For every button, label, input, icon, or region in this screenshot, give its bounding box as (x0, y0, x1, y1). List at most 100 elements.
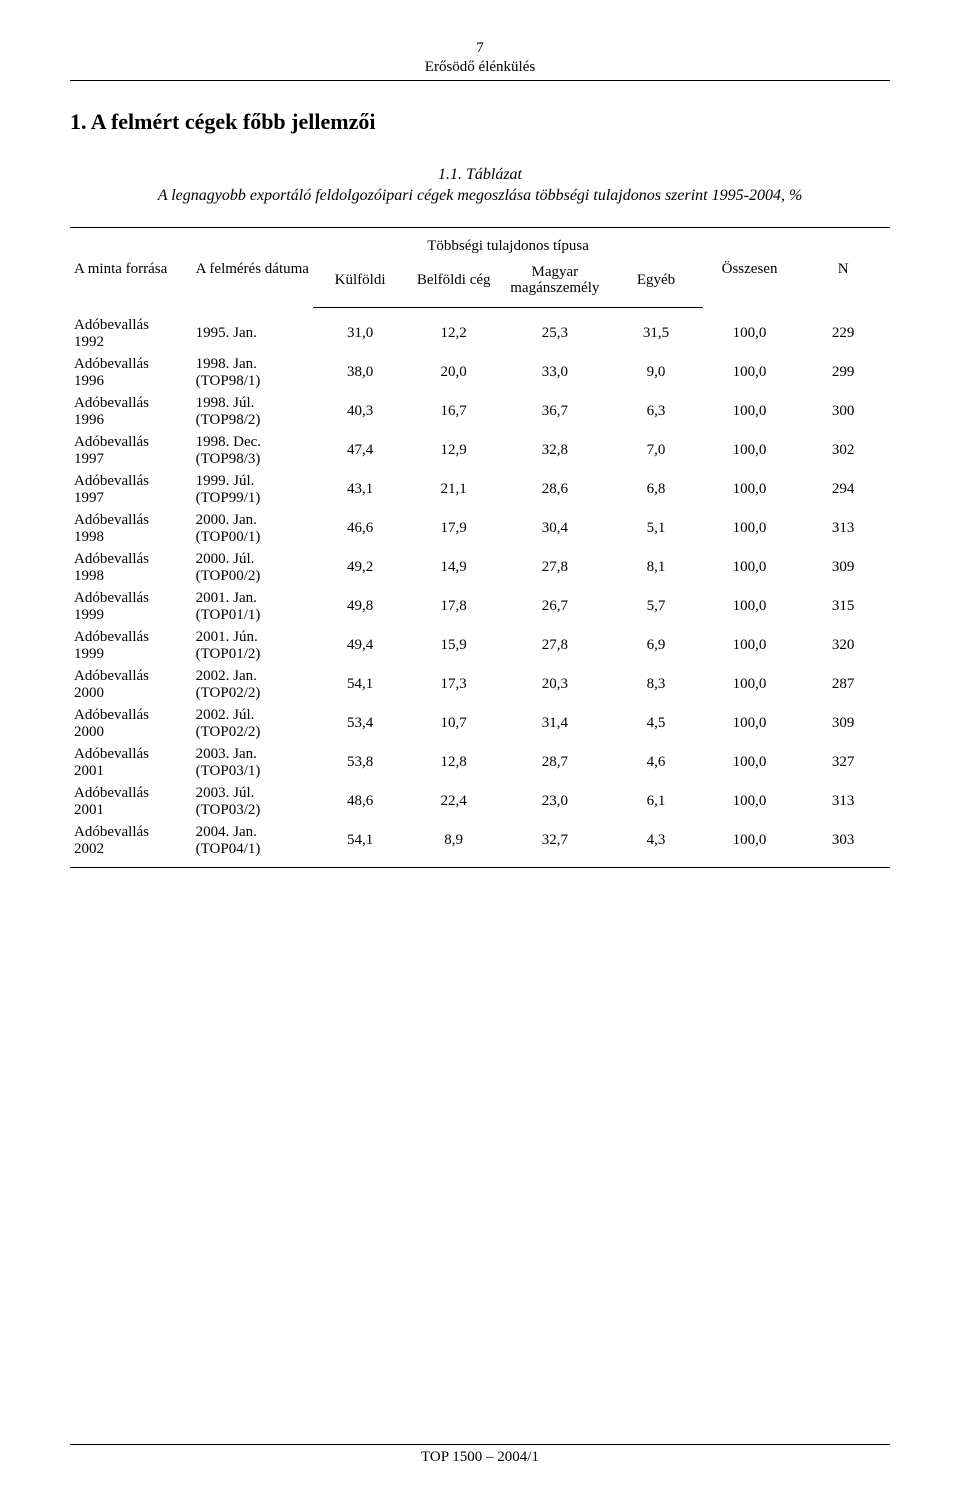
cell-foreign: 47,4 (313, 431, 407, 470)
cell-n: 229 (796, 307, 890, 353)
table-row: Adóbevallás19992001. Jún.(TOP01/2)49,415… (70, 626, 890, 665)
cell-date: 2000. Jan.(TOP00/1) (192, 509, 314, 548)
cell-domestic: 17,8 (407, 587, 501, 626)
cell-domestic: 22,4 (407, 782, 501, 821)
running-title: Erősödő élénkülés (70, 59, 890, 76)
cell-other: 4,5 (609, 704, 703, 743)
cell-domestic: 12,9 (407, 431, 501, 470)
col-header-total: Összesen (703, 227, 797, 307)
cell-date: 2000. Júl.(TOP00/2) (192, 548, 314, 587)
cell-hungarian: 27,8 (500, 626, 609, 665)
cell-domestic: 14,9 (407, 548, 501, 587)
cell-date: 2004. Jan.(TOP04/1) (192, 821, 314, 868)
cell-source: Adóbevallás1999 (70, 587, 192, 626)
cell-foreign: 49,2 (313, 548, 407, 587)
cell-foreign: 48,6 (313, 782, 407, 821)
footer-text: TOP 1500 – 2004/1 (421, 1449, 539, 1465)
cell-hungarian: 32,8 (500, 431, 609, 470)
table-row: Adóbevallás20002002. Júl.(TOP02/2)53,410… (70, 704, 890, 743)
cell-hungarian: 25,3 (500, 307, 609, 353)
cell-date: 1995. Jan. (192, 307, 314, 353)
cell-domestic: 21,1 (407, 470, 501, 509)
cell-foreign: 31,0 (313, 307, 407, 353)
cell-foreign: 43,1 (313, 470, 407, 509)
table-row: Adóbevallás20002002. Jan.(TOP02/2)54,117… (70, 665, 890, 704)
col-header-date: A felmérés dátuma (192, 227, 314, 307)
table-row: Adóbevallás19921995. Jan.31,012,225,331,… (70, 307, 890, 353)
cell-total: 100,0 (703, 548, 797, 587)
cell-date: 2003. Jan.(TOP03/1) (192, 743, 314, 782)
table-row: Adóbevallás20012003. Jan.(TOP03/1)53,812… (70, 743, 890, 782)
cell-total: 100,0 (703, 743, 797, 782)
cell-hungarian: 28,6 (500, 470, 609, 509)
table-row: Adóbevallás19982000. Jan.(TOP00/1)46,617… (70, 509, 890, 548)
cell-n: 309 (796, 704, 890, 743)
cell-source: Adóbevallás1999 (70, 626, 192, 665)
cell-other: 8,1 (609, 548, 703, 587)
cell-hungarian: 26,7 (500, 587, 609, 626)
cell-date: 2002. Júl.(TOP02/2) (192, 704, 314, 743)
cell-domestic: 17,3 (407, 665, 501, 704)
cell-hungarian: 31,4 (500, 704, 609, 743)
cell-source: Adóbevallás1997 (70, 431, 192, 470)
cell-total: 100,0 (703, 782, 797, 821)
cell-n: 327 (796, 743, 890, 782)
page-number: 7 (70, 40, 890, 57)
col-header-hungarian: Magyar magánszemély (500, 261, 609, 308)
cell-source: Adóbevallás2001 (70, 782, 192, 821)
table-row: Adóbevallás19971998. Dec.(TOP98/3)47,412… (70, 431, 890, 470)
cell-other: 31,5 (609, 307, 703, 353)
cell-other: 6,8 (609, 470, 703, 509)
cell-domestic: 8,9 (407, 821, 501, 868)
cell-total: 100,0 (703, 587, 797, 626)
cell-source: Adóbevallás1992 (70, 307, 192, 353)
cell-other: 4,6 (609, 743, 703, 782)
cell-date: 1999. Júl.(TOP99/1) (192, 470, 314, 509)
cell-n: 309 (796, 548, 890, 587)
cell-hungarian: 33,0 (500, 353, 609, 392)
cell-other: 5,1 (609, 509, 703, 548)
cell-date: 1998. Dec.(TOP98/3) (192, 431, 314, 470)
cell-source: Adóbevallás2002 (70, 821, 192, 868)
col-header-other: Egyéb (609, 261, 703, 308)
cell-date: 1998. Jan.(TOP98/1) (192, 353, 314, 392)
cell-n: 315 (796, 587, 890, 626)
cell-date: 2001. Jan.(TOP01/1) (192, 587, 314, 626)
table-row: Adóbevallás19992001. Jan.(TOP01/1)49,817… (70, 587, 890, 626)
cell-foreign: 38,0 (313, 353, 407, 392)
cell-total: 100,0 (703, 626, 797, 665)
cell-source: Adóbevallás1998 (70, 548, 192, 587)
cell-source: Adóbevallás2000 (70, 665, 192, 704)
cell-other: 5,7 (609, 587, 703, 626)
cell-hungarian: 28,7 (500, 743, 609, 782)
cell-source: Adóbevallás1996 (70, 353, 192, 392)
table-row: Adóbevallás19961998. Jan.(TOP98/1)38,020… (70, 353, 890, 392)
cell-foreign: 53,4 (313, 704, 407, 743)
cell-hungarian: 20,3 (500, 665, 609, 704)
cell-domestic: 15,9 (407, 626, 501, 665)
cell-date: 2003. Júl.(TOP03/2) (192, 782, 314, 821)
caption-title: A legnagyobb exportáló feldolgozóipari c… (158, 187, 803, 204)
cell-total: 100,0 (703, 509, 797, 548)
cell-other: 9,0 (609, 353, 703, 392)
cell-total: 100,0 (703, 821, 797, 868)
cell-total: 100,0 (703, 665, 797, 704)
data-table: A minta forrása A felmérés dátuma Többsé… (70, 227, 890, 869)
cell-n: 303 (796, 821, 890, 868)
footer-rule (70, 1444, 890, 1445)
cell-n: 302 (796, 431, 890, 470)
cell-foreign: 54,1 (313, 665, 407, 704)
cell-total: 100,0 (703, 470, 797, 509)
header-rule (70, 80, 890, 81)
cell-n: 300 (796, 392, 890, 431)
cell-foreign: 49,8 (313, 587, 407, 626)
col-header-n: N (796, 227, 890, 307)
cell-n: 294 (796, 470, 890, 509)
table-row: Adóbevallás19961998. Júl.(TOP98/2)40,316… (70, 392, 890, 431)
cell-hungarian: 36,7 (500, 392, 609, 431)
table-row: Adóbevallás20022004. Jan.(TOP04/1)54,18,… (70, 821, 890, 868)
table-row: Adóbevallás19982000. Júl.(TOP00/2)49,214… (70, 548, 890, 587)
cell-n: 320 (796, 626, 890, 665)
col-header-foreign: Külföldi (313, 261, 407, 308)
col-header-owner-type: Többségi tulajdonos típusa (313, 227, 702, 261)
